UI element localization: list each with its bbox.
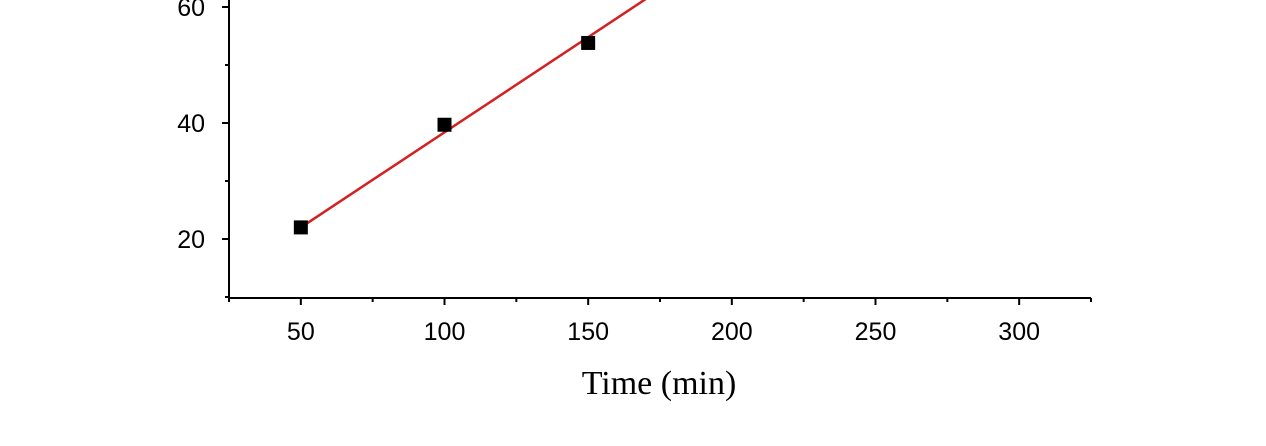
- axes: 50 100 150 200 250 300 20 40 60: [177, 0, 1092, 346]
- x-tick-label: 50: [287, 318, 315, 346]
- x-tick-label: 250: [855, 318, 897, 346]
- x-axis-title: Time (min): [582, 365, 737, 402]
- data-point: [437, 117, 452, 132]
- plot-area: [293, 0, 647, 235]
- x-tick-label: 300: [998, 318, 1040, 346]
- x-tick-label: 100: [424, 318, 466, 346]
- y-tick-label: 20: [177, 226, 205, 254]
- x-tick-label: 150: [567, 318, 609, 346]
- data-point: [293, 220, 308, 235]
- x-tick-label: 200: [711, 318, 753, 346]
- y-tick-label: 40: [177, 110, 205, 138]
- data-point: [581, 35, 596, 50]
- fit-line: [300, 0, 647, 229]
- y-tick-label: 60: [177, 0, 205, 22]
